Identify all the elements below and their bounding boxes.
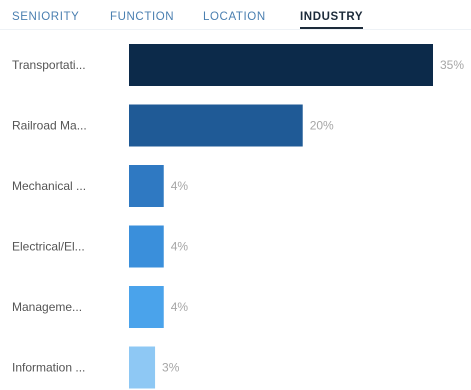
value-label: 20% xyxy=(310,119,334,133)
value-label: 3% xyxy=(162,361,180,375)
tab-divider xyxy=(0,29,471,30)
category-label: Railroad Ma... xyxy=(12,119,87,133)
bar[interactable] xyxy=(129,165,164,207)
value-label: 4% xyxy=(171,300,189,314)
value-label: 4% xyxy=(171,179,189,193)
tab-industry[interactable]: INDUSTRY xyxy=(300,11,364,29)
bar[interactable] xyxy=(129,104,303,147)
category-label: Information ... xyxy=(12,361,85,375)
tab-seniority[interactable]: SENIORITY xyxy=(12,11,80,23)
tab-bar: SENIORITY FUNCTION LOCATION INDUSTRY xyxy=(0,0,471,34)
value-label: 35% xyxy=(440,58,464,72)
bar[interactable] xyxy=(129,225,164,268)
category-label: Transportati... xyxy=(12,58,86,72)
value-label: 4% xyxy=(171,240,189,254)
category-label: Manageme... xyxy=(12,300,82,314)
category-label: Mechanical ... xyxy=(12,179,86,193)
category-label: Electrical/El... xyxy=(12,240,85,254)
bar[interactable] xyxy=(129,44,433,86)
tab-function[interactable]: FUNCTION xyxy=(110,11,175,23)
bar[interactable] xyxy=(129,286,164,328)
bar[interactable] xyxy=(129,346,156,389)
tab-location[interactable]: LOCATION xyxy=(203,11,266,23)
